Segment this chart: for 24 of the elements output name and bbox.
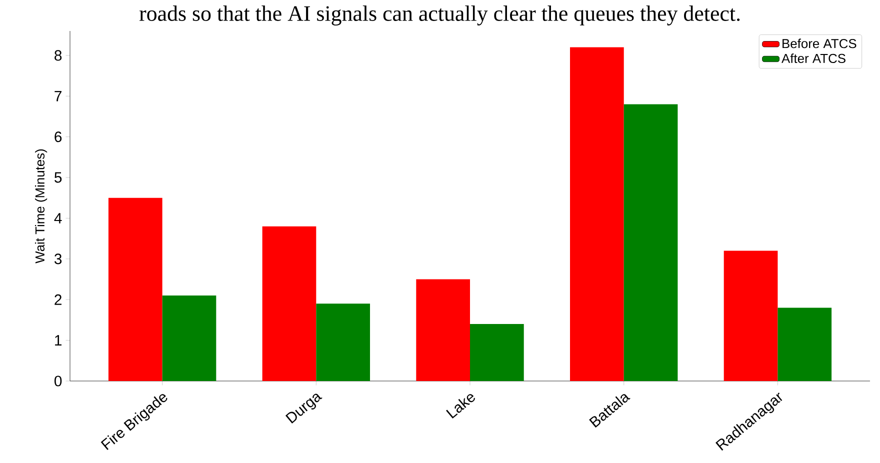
bar [262,226,316,381]
bar [778,308,832,381]
text: roads so that the AI signals can actually clear the queues they detect. [139,6,740,26]
legend-label: After ATCS [782,54,846,64]
y-tick-label: 8 [54,50,62,61]
bar [470,324,524,381]
y-tick-label: 7 [54,90,62,102]
y-tick-label: 1 [55,335,62,346]
bar [724,250,778,381]
legend-label: Before ATCS [782,38,856,48]
bar [416,279,470,381]
y-tick-label: 0 [54,376,62,386]
bar [316,304,370,381]
y-tick-label: 3 [54,254,62,264]
x-tick-label: Lake [446,394,475,419]
bar [108,198,162,381]
y-tick-label: 2 [54,294,62,305]
bar [570,47,624,381]
bar [624,104,678,381]
y-tick-label: 4 [54,213,62,224]
y-tick-label: 5 [54,172,62,183]
bar [162,296,216,381]
y-tick-label: 6 [54,132,62,142]
y-axis-title: Wait Time (Minutes) [35,149,48,264]
